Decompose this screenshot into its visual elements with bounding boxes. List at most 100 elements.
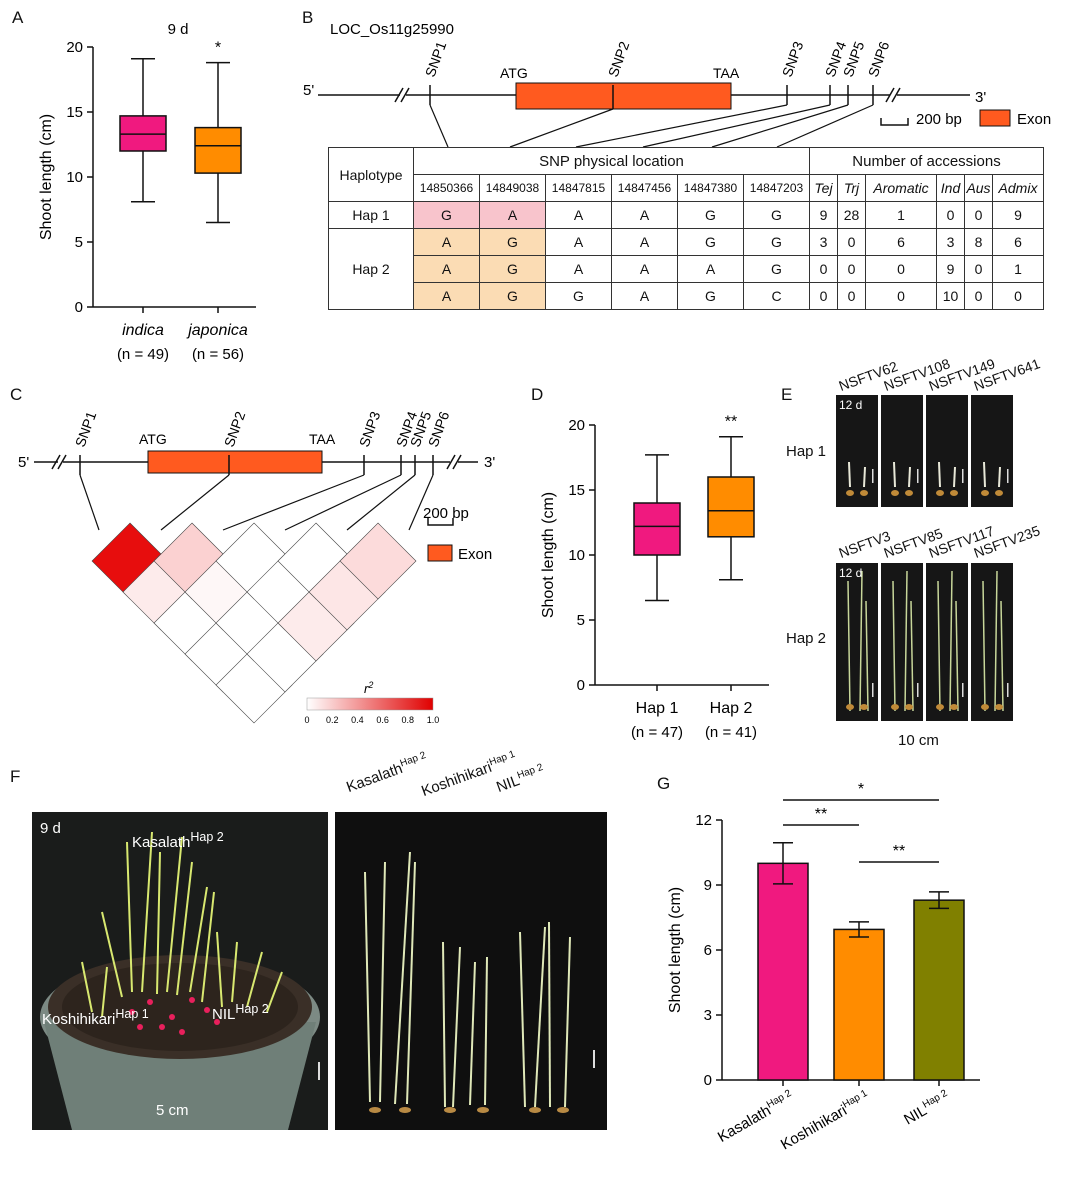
x-tick-label: Hap 1: [636, 700, 679, 717]
panel-label-f: F: [10, 767, 21, 786]
snp2-label: SNP2: [221, 409, 249, 449]
panel-e-photos: Hap 1 Hap 2 12 d 12 d 10 cm NSFTV62 NSFTV…: [770, 340, 1080, 760]
snp-markers: [79, 455, 434, 475]
y-tick-label: 12: [695, 812, 712, 829]
y-tick-label: 10: [568, 547, 585, 564]
break-mark-2: [400, 87, 410, 103]
taa-label: TAA: [309, 431, 336, 447]
position-cell: 14847815: [545, 174, 612, 202]
haplotype-header: Haplotype: [328, 147, 414, 202]
panel-label-c: C: [10, 385, 23, 404]
hap1-label: Hap 1: [328, 201, 414, 229]
seedling-illustration: [364, 851, 595, 1113]
y-tick-label: 10: [66, 169, 83, 186]
snp3-label: SNP3: [356, 409, 384, 449]
table-header-row: Haplotype SNP physical location Number o…: [328, 147, 1044, 202]
r2-tick-label: 1.0: [427, 715, 440, 725]
y-tick-label: 6: [704, 942, 712, 959]
snp-connector: [408, 474, 434, 531]
r2-tick-label: 0: [304, 715, 309, 725]
r2-tick-label: 0.4: [351, 715, 364, 725]
seedling-illustration: [891, 570, 919, 712]
significance-marker: *: [215, 40, 221, 57]
ld-connectors: [79, 474, 434, 531]
scale-label: 200 bp: [423, 505, 469, 522]
f-day-label: 9 d: [40, 820, 61, 837]
box: [707, 476, 755, 538]
exon-legend-label: Exon: [458, 546, 492, 563]
exon-box: [515, 82, 732, 110]
ld-cell: [339, 522, 417, 600]
seedling-illustration: [891, 461, 919, 496]
break-mark-1: [394, 87, 404, 103]
pot-label-nil: NILHap 2: [212, 1002, 269, 1023]
break-mark-4: [891, 87, 901, 103]
snp-connector: [284, 474, 402, 531]
exon-legend-swatch: [427, 544, 453, 562]
seedling-illustration: [846, 570, 874, 712]
atg-label: ATG: [500, 65, 528, 81]
scale-bar: [880, 118, 909, 126]
table-row: A G G A G C 0 0 0 10 0 0: [329, 282, 1044, 310]
group-cell: Admix: [992, 174, 1044, 202]
three-prime: 3': [975, 89, 986, 106]
f-scale-label: 5 cm: [156, 1102, 189, 1119]
box: [633, 502, 681, 556]
snp-location-header: SNP physical location: [413, 147, 810, 175]
seedling-photo: 12 d: [836, 395, 878, 507]
bar: [913, 899, 965, 1081]
snp-connector: [346, 474, 416, 531]
e-day-label: 12 d: [839, 398, 863, 412]
bar: [833, 928, 885, 1081]
seedling-photo: [881, 395, 923, 507]
snp-connector: [79, 474, 100, 531]
pot-photo: 9 d KasalathHap 2 KoshihikariHap 1 NILHa…: [32, 812, 328, 1130]
chart-title: 9 d: [168, 21, 189, 38]
x-tick-label: Hap 2: [710, 700, 753, 717]
r2-tick-label: 0.2: [326, 715, 339, 725]
pot-illustration: [40, 831, 320, 1130]
group-cell: Ind: [936, 174, 965, 202]
snp-connectors: [429, 104, 874, 148]
significance-marker: **: [815, 806, 827, 823]
three-prime: 3': [484, 454, 495, 471]
y-tick-label: 15: [66, 104, 83, 121]
position-cell: 14847456: [611, 174, 678, 202]
position-cell: 14849038: [479, 174, 546, 202]
significance-marker: **: [893, 843, 905, 860]
pot-label-koshihikari: KoshihikariHap 1: [42, 1007, 149, 1028]
x-tick-label: indica: [122, 322, 164, 339]
y-tick-label: 20: [568, 417, 585, 434]
break-mark-3: [446, 454, 456, 470]
snp6-label: SNP6: [865, 39, 893, 79]
e-scale-label: 10 cm: [898, 732, 939, 749]
col-label-kasalath: KasalathHap 2: [344, 749, 428, 796]
r2-tick-label: 0.6: [376, 715, 389, 725]
y-tick-label: 0: [75, 299, 83, 316]
position-cell: 14847380: [677, 174, 744, 202]
pot-label-kasalath: KasalathHap 2: [132, 830, 224, 851]
exon-legend-swatch: [979, 109, 1011, 127]
snp-markers: [429, 85, 874, 109]
break-mark-4: [452, 454, 462, 470]
y-tick-label: 3: [704, 1007, 712, 1024]
seedling-photo: [881, 563, 923, 721]
sample-size-label: (n = 47): [631, 724, 683, 741]
panel-label-b: B: [302, 8, 314, 27]
x-tick-label: NILHap 2: [901, 1088, 954, 1129]
panel-b-gene-structure: LOC_Os11g25990 5' 3' ATG TAA SNP1 SNP2 S…: [303, 21, 1051, 148]
panel-c-ld-plot: 5' 3' ATG TAA SNP1 SNP2 SNP3 SNP4 SNP5 S…: [18, 409, 495, 725]
sample-size-label: (n = 56): [192, 346, 244, 363]
scale-bar: [427, 518, 454, 526]
panel-d-boxplot: 0 5 10 15 20 Shoot length (cm) Hap 1 (n = 47) Ha…: [540, 414, 769, 741]
snp3-label: SNP3: [779, 39, 807, 79]
y-tick-label: 9: [704, 877, 712, 894]
table-row: Hap 2 A G A A G G 3 0 6 3 8 6: [328, 228, 1044, 310]
exon-legend-label: Exon: [1017, 111, 1051, 128]
r2-legend-title: r2: [364, 680, 373, 696]
seedling-illustration: [846, 461, 874, 496]
r2-legend-bar: [306, 697, 434, 711]
significance-marker: **: [725, 414, 737, 431]
table-row: A G A A A G 0 0 0 9 0 1: [329, 255, 1044, 283]
